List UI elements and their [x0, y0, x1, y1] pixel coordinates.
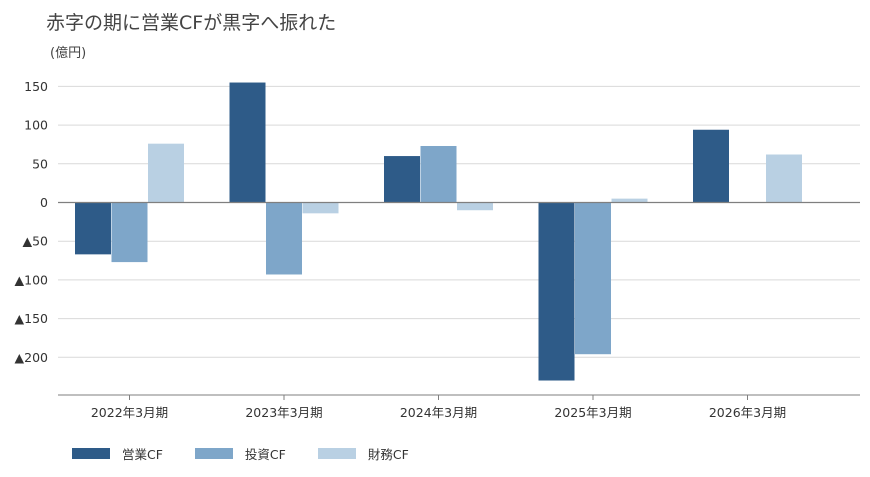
x-tick-label: 2023年3月期 — [245, 405, 322, 420]
legend-swatch-operating — [72, 448, 110, 459]
legend-item-investing: 投資CF — [194, 444, 286, 463]
x-tick-label: 2022年3月期 — [91, 405, 168, 420]
y-tick-label: ▲50 — [22, 234, 48, 249]
bar-operating — [693, 129, 729, 203]
y-tick-label: 100 — [24, 118, 48, 133]
x-axis-ticks: 2022年3月期 2023年3月期 2024年3月期 2025年3月期 2026年3月期 — [91, 395, 786, 420]
legend-label-operating: 営業CF — [122, 447, 163, 462]
x-tick-label: 2025年3月期 — [554, 405, 631, 420]
bar-operating — [229, 82, 266, 203]
chart-title: 赤字の期に営業CFが黒字へ振れた — [46, 12, 337, 34]
x-tick-label: 2024年3月期 — [400, 405, 477, 420]
bar-financing — [766, 154, 802, 203]
bar-operating — [384, 156, 420, 203]
axes — [58, 201, 860, 396]
bar-financing — [302, 202, 339, 214]
bar-investing — [266, 202, 302, 275]
y-tick-label: ▲100 — [15, 272, 49, 287]
bar-financing — [457, 202, 493, 211]
y-tick-label: 150 — [24, 79, 48, 94]
bar-operating — [75, 202, 111, 255]
bar-financing — [611, 198, 648, 203]
legend: 営業CF 投資CF 財務CF — [72, 444, 441, 463]
gridlines — [58, 85, 860, 358]
y-tick-label: 50 — [32, 156, 48, 171]
y-tick-label: ▲200 — [15, 350, 49, 365]
legend-swatch-investing — [194, 448, 233, 459]
y-tick-label: 0 — [40, 195, 48, 210]
y-axis-ticks: 150 100 50 0 ▲50 ▲100 ▲150 ▲200 — [15, 79, 49, 365]
legend-swatch-financing — [317, 448, 356, 459]
legend-item-operating: 営業CF — [72, 444, 163, 463]
bar-financing — [148, 143, 184, 203]
bar-investing — [420, 145, 457, 203]
x-tick-label: 2026年3月期 — [709, 405, 786, 420]
y-tick-label: ▲150 — [15, 311, 49, 326]
legend-label-investing: 投資CF — [244, 447, 286, 462]
bar-operating — [538, 202, 575, 381]
unit-label: (億円) — [50, 46, 87, 61]
legend-item-financing: 財務CF — [317, 444, 409, 463]
bar-investing — [575, 202, 611, 355]
bars — [75, 82, 802, 381]
legend-label-financing: 財務CF — [367, 447, 409, 462]
bar-investing — [111, 202, 148, 263]
